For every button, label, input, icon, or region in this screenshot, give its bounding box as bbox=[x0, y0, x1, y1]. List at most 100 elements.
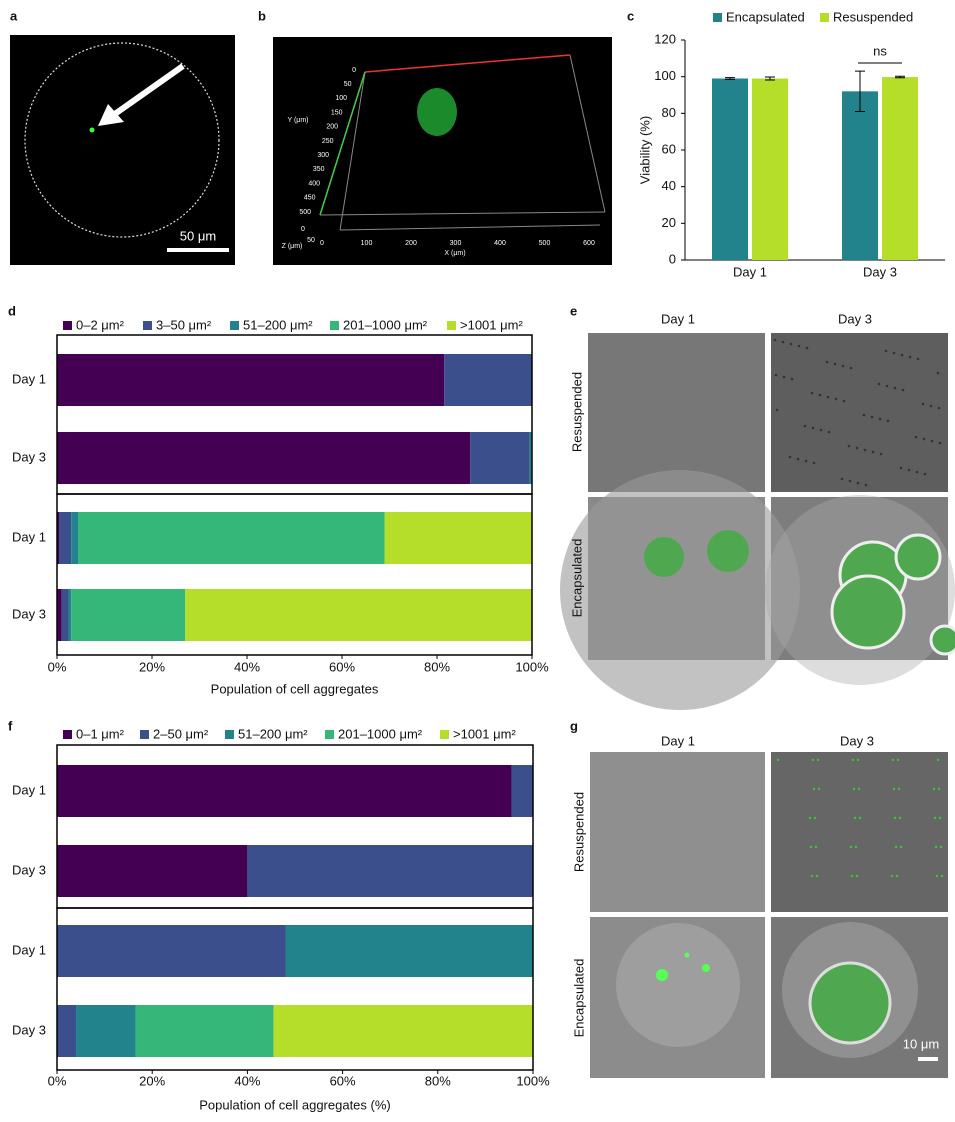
column-label: Day 3 bbox=[838, 311, 872, 326]
y-tick-label: Day 1 bbox=[12, 782, 46, 797]
bar-segment bbox=[57, 845, 248, 897]
bar-segment bbox=[57, 765, 512, 817]
arrow-head bbox=[98, 104, 124, 126]
legend-label: Encapsulated bbox=[726, 9, 805, 24]
box-edge bbox=[339, 224, 601, 231]
speck bbox=[803, 424, 807, 428]
cell bbox=[684, 952, 690, 958]
speck bbox=[914, 435, 918, 439]
speck bbox=[853, 816, 857, 820]
speck bbox=[884, 349, 888, 353]
x-tick-label: 100 bbox=[361, 240, 373, 247]
speck bbox=[790, 377, 794, 381]
y-tick-label: 100 bbox=[654, 68, 676, 83]
scale-bar-label: 10 μm bbox=[903, 1036, 939, 1051]
error-bar bbox=[725, 77, 735, 80]
speck bbox=[808, 816, 812, 820]
speck bbox=[796, 457, 800, 461]
bar-segment bbox=[78, 512, 385, 564]
bar-segment bbox=[185, 589, 532, 641]
speck bbox=[864, 483, 868, 487]
speck bbox=[930, 439, 934, 443]
column-label: Day 3 bbox=[840, 733, 874, 748]
speck bbox=[856, 758, 860, 762]
speck bbox=[774, 373, 778, 377]
bar-segment bbox=[57, 925, 286, 977]
bar-segment bbox=[57, 432, 471, 484]
y-tick-label: 0 bbox=[669, 251, 676, 266]
y-tick-label: 40 bbox=[662, 178, 676, 193]
legend-label: Resuspended bbox=[833, 9, 913, 24]
legend-label: 51–200 μm² bbox=[243, 317, 313, 332]
speck bbox=[892, 351, 896, 355]
x-axis-label: Population of cell aggregates (%) bbox=[199, 1097, 391, 1112]
y-tick-label: 50 bbox=[344, 81, 352, 88]
y-tick-label: 150 bbox=[331, 109, 343, 116]
speck bbox=[833, 362, 837, 366]
bar-segment bbox=[511, 765, 533, 817]
speck bbox=[898, 816, 902, 820]
speck bbox=[892, 787, 896, 791]
legend-label: 0–2 μm² bbox=[76, 317, 125, 332]
speck bbox=[929, 404, 933, 408]
x-tick-label: 40% bbox=[234, 659, 260, 674]
legend-label: 201–1000 μm² bbox=[338, 726, 423, 741]
speck bbox=[852, 787, 856, 791]
legend-swatch bbox=[143, 321, 152, 330]
bar-segment bbox=[68, 589, 72, 641]
z-tick-label: 0 bbox=[301, 226, 305, 233]
speck bbox=[878, 417, 882, 421]
speck bbox=[819, 428, 823, 432]
speck bbox=[897, 787, 901, 791]
panel-label: d bbox=[8, 303, 16, 318]
bar bbox=[752, 78, 788, 260]
x-tick-label: Day 1 bbox=[733, 264, 767, 279]
speck bbox=[923, 472, 927, 476]
bar-segment bbox=[57, 589, 62, 641]
annotation: ns bbox=[873, 43, 887, 58]
y-tick-label: 100 bbox=[335, 95, 347, 102]
bar bbox=[882, 77, 918, 261]
speck bbox=[895, 874, 899, 878]
row-label: Encapsulated bbox=[571, 959, 586, 1038]
x-edge bbox=[364, 54, 571, 73]
speck bbox=[850, 874, 854, 878]
speck bbox=[810, 391, 814, 395]
speck bbox=[870, 415, 874, 419]
y-tick-label: 250 bbox=[322, 138, 334, 145]
x-tick-label: 600 bbox=[583, 240, 595, 247]
y-tick-label: Day 3 bbox=[12, 1022, 46, 1037]
x-tick-label: Day 3 bbox=[863, 264, 897, 279]
y-tick-label: Day 1 bbox=[12, 942, 46, 957]
speck bbox=[935, 874, 939, 878]
bar-segment bbox=[61, 589, 69, 641]
speck bbox=[916, 357, 920, 361]
speck bbox=[809, 845, 813, 849]
speck bbox=[899, 845, 903, 849]
y-tick-label: Day 3 bbox=[12, 606, 46, 621]
y-tick-label: 200 bbox=[326, 124, 338, 131]
speck bbox=[877, 382, 881, 386]
bar-segment bbox=[57, 1005, 77, 1057]
x-axis-label: X (μm) bbox=[444, 250, 465, 257]
panel-label: c bbox=[627, 8, 634, 23]
speck bbox=[804, 459, 808, 463]
speck bbox=[936, 758, 940, 762]
speck bbox=[840, 477, 844, 481]
aggregate bbox=[830, 574, 906, 650]
speck bbox=[812, 787, 816, 791]
speck bbox=[857, 787, 861, 791]
y-tick-label: Day 3 bbox=[12, 862, 46, 877]
speck bbox=[776, 758, 780, 762]
box-edge bbox=[339, 71, 366, 231]
bar bbox=[842, 91, 878, 260]
speck bbox=[940, 874, 944, 878]
plot-frame bbox=[56, 493, 533, 656]
speck bbox=[921, 402, 925, 406]
speck bbox=[810, 874, 814, 878]
y-tick-label: 300 bbox=[317, 152, 329, 159]
legend-swatch bbox=[325, 730, 334, 739]
speck bbox=[932, 787, 936, 791]
speck bbox=[854, 845, 858, 849]
